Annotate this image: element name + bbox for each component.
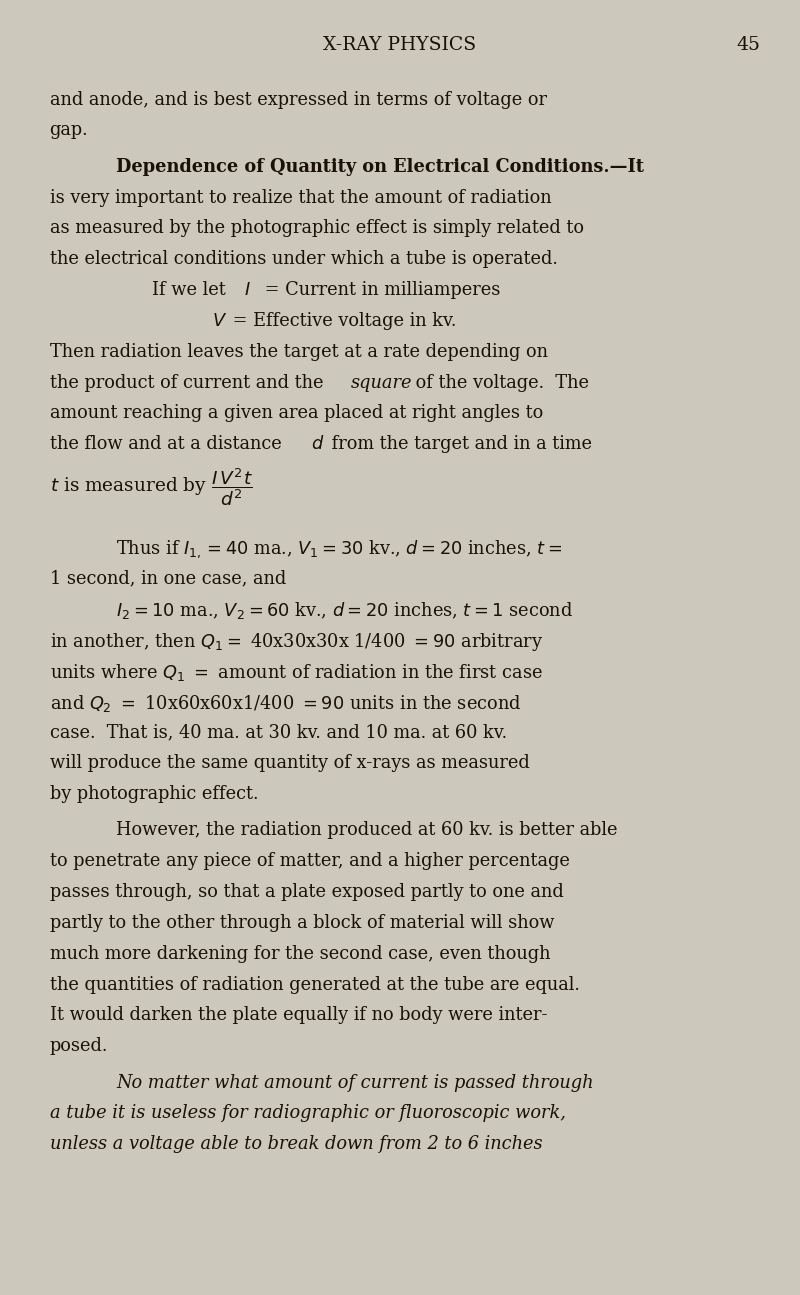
Text: It would darken the plate equally if no body were inter-: It would darken the plate equally if no …	[50, 1006, 547, 1024]
Text: is very important to realize that the amount of radiation: is very important to realize that the am…	[50, 189, 551, 207]
Text: the flow and at a distance: the flow and at a distance	[50, 435, 287, 453]
Text: $I_2 = 10$ ma., $V_2 = 60$ kv., $d = 20$ inches, $t = 1$ second: $I_2 = 10$ ma., $V_2 = 60$ kv., $d = 20$…	[116, 600, 573, 622]
Text: gap.: gap.	[50, 122, 88, 140]
Text: passes through, so that a plate exposed partly to one and: passes through, so that a plate exposed …	[50, 883, 563, 901]
Text: Then radiation leaves the target at a rate depending on: Then radiation leaves the target at a ra…	[50, 343, 547, 361]
Text: unless a voltage able to break down from 2 to 6 inches: unless a voltage able to break down from…	[50, 1136, 542, 1153]
Text: However, the radiation produced at 60 kv. is better able: However, the radiation produced at 60 kv…	[116, 821, 618, 839]
Text: the electrical conditions under which a tube is operated.: the electrical conditions under which a …	[50, 250, 558, 268]
Text: will produce the same quantity of x-rays as measured: will produce the same quantity of x-rays…	[50, 754, 530, 772]
Text: $I$: $I$	[244, 281, 250, 299]
Text: from the target and in a time: from the target and in a time	[326, 435, 592, 453]
Text: = Effective voltage in kv.: = Effective voltage in kv.	[227, 312, 457, 330]
Text: in another, then $Q_1 = $ 40x30x30x 1/400 $= 90$ arbitrary: in another, then $Q_1 = $ 40x30x30x 1/40…	[50, 631, 543, 653]
Text: the quantities of radiation generated at the tube are equal.: the quantities of radiation generated at…	[50, 975, 579, 993]
Text: and anode, and is best expressed in terms of voltage or: and anode, and is best expressed in term…	[50, 91, 546, 109]
Text: by photographic effect.: by photographic effect.	[50, 785, 258, 803]
Text: as measured by the photographic effect is simply related to: as measured by the photographic effect i…	[50, 219, 584, 237]
Text: If we let: If we let	[152, 281, 231, 299]
Text: much more darkening for the second case, even though: much more darkening for the second case,…	[50, 944, 550, 962]
Text: square: square	[350, 373, 412, 391]
Text: 45: 45	[736, 36, 760, 54]
Text: amount reaching a given area placed at right angles to: amount reaching a given area placed at r…	[50, 404, 543, 422]
Text: to penetrate any piece of matter, and a higher percentage: to penetrate any piece of matter, and a …	[50, 852, 570, 870]
Text: $t$ is measured by $\dfrac{I\,V^2\!\:t}{d^2}$: $t$ is measured by $\dfrac{I\,V^2\!\:t}{…	[50, 466, 253, 508]
Text: case.  That is, 40 ma. at 30 kv. and 10 ma. at 60 kv.: case. That is, 40 ma. at 30 kv. and 10 m…	[50, 724, 506, 742]
Text: and $Q_2$ $=$ 10x60x60x1/400 $= 90$ units in the second: and $Q_2$ $=$ 10x60x60x1/400 $= 90$ unit…	[50, 693, 521, 714]
Text: 1 second, in one case, and: 1 second, in one case, and	[50, 570, 286, 588]
Text: partly to the other through a block of material will show: partly to the other through a block of m…	[50, 914, 554, 932]
Text: of the voltage.  The: of the voltage. The	[410, 373, 590, 391]
Text: Dependence of Quantity on Electrical Conditions.—It: Dependence of Quantity on Electrical Con…	[116, 158, 644, 176]
Text: the product of current and the: the product of current and the	[50, 373, 329, 391]
Text: X-RAY PHYSICS: X-RAY PHYSICS	[323, 36, 477, 54]
Text: a tube it is useless for radiographic or fluoroscopic work,: a tube it is useless for radiographic or…	[50, 1105, 566, 1123]
Text: = Current in milliamperes: = Current in milliamperes	[259, 281, 501, 299]
Text: $d$: $d$	[311, 435, 325, 453]
Text: $V$: $V$	[212, 312, 227, 330]
Text: No matter what amount of current is passed through: No matter what amount of current is pass…	[116, 1074, 594, 1092]
Text: posed.: posed.	[50, 1037, 108, 1055]
Text: Thus if $I_{1,} = 40$ ma., $V_1 = 30$ kv., $d = 20$ inches, $t =$: Thus if $I_{1,} = 40$ ma., $V_1 = 30$ kv…	[116, 539, 562, 559]
Text: units where $Q_1$ $=$ amount of radiation in the first case: units where $Q_1$ $=$ amount of radiatio…	[50, 662, 542, 682]
